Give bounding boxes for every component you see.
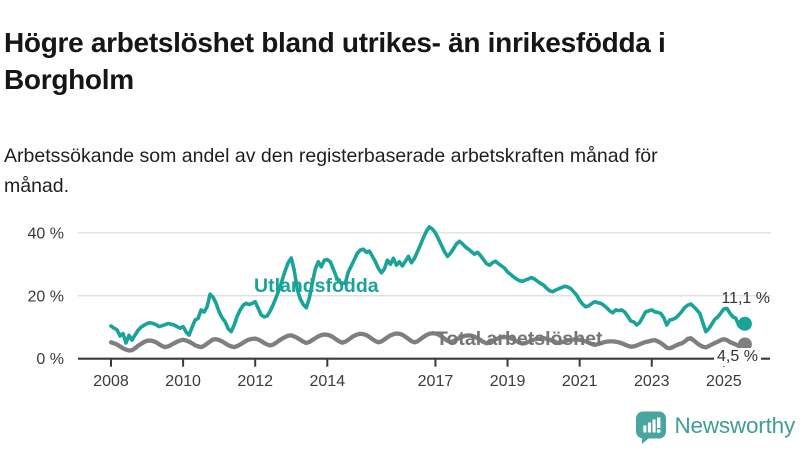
end-value-label-utlandsfodda: 11,1 % [721,290,770,307]
series-label-total-arbetsloshet: Total arbetslöshet [436,328,603,350]
newsworthy-logo-text: Newsworthy [674,413,795,438]
series-line-utlandsfodda [109,225,747,345]
x-axis-tick-label: 2008 [93,373,129,390]
x-axis-tick-label: 2021 [562,373,598,390]
y-axis-tick-label: 0 % [36,351,64,368]
page-title: Högre arbetslöshet bland utrikes- än inr… [4,26,666,95]
x-axis-tick-label: 2019 [490,373,526,390]
chart-subtitle: Arbetssökande som andel av den registerb… [4,144,658,197]
x-axis-tick-label: 2012 [237,373,273,390]
series-end-dot-utlandsfodda [737,316,752,331]
series-line-total [108,331,748,353]
x-axis-tick-label: 2023 [634,373,670,390]
x-axis-tick-label: 2010 [165,373,201,390]
series-label-utlandsfodda: Utlandsfödda [254,275,379,297]
x-axis-tick-label: 2014 [310,373,346,390]
x-axis-tick-label: 2017 [418,373,454,390]
y-axis-tick-label: 40 % [28,225,64,242]
x-axis-tick-label: 2025 [706,373,742,390]
bar-chart-speech-bubble-icon [636,411,667,444]
end-value-label-total: 4,5 % [714,348,761,366]
y-axis-tick-label: 20 % [28,288,64,305]
newsworthy-logo: Newsworthy [635,410,795,445]
